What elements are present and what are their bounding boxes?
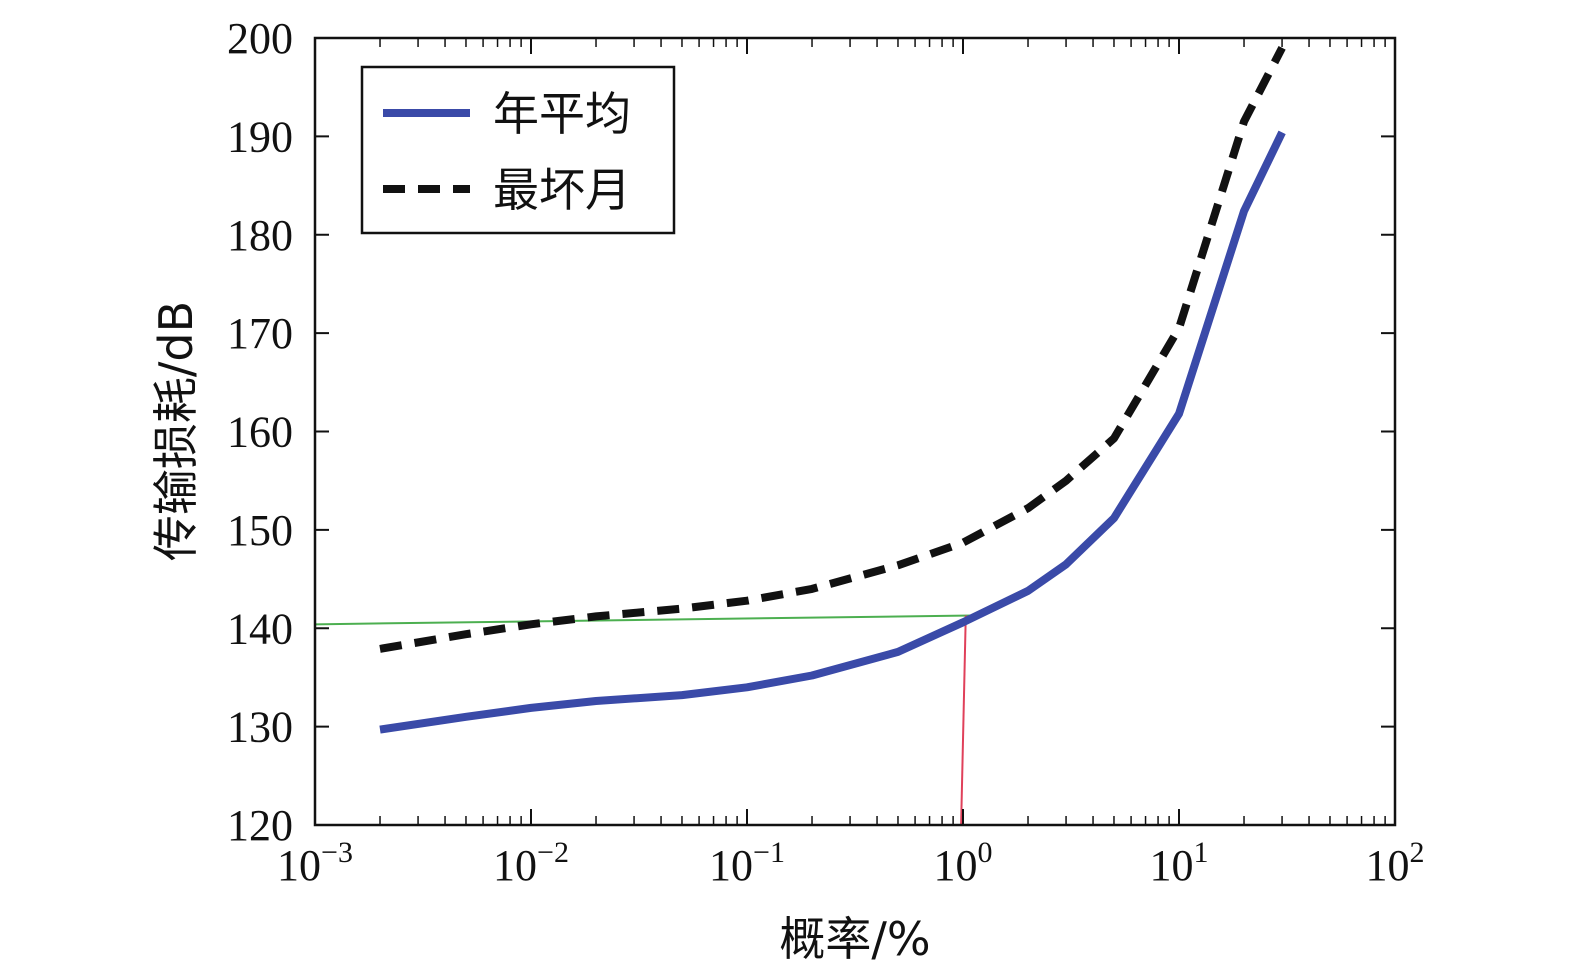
y-tick-label: 190 [227, 112, 293, 161]
y-tick-label: 120 [227, 801, 293, 850]
x-tick-label: 101 [1150, 836, 1209, 890]
series-line-worst-month [379, 45, 1286, 653]
x-tick-label: 10−3 [277, 836, 353, 890]
annotations [314, 614, 972, 826]
series-lines [379, 45, 1286, 734]
y-axis-title: 传输损耗/dB [149, 301, 203, 561]
y-tick-label: 160 [227, 408, 293, 457]
horizontal-guide-line [314, 614, 972, 626]
legend-box [360, 65, 676, 235]
y-tick-label: 140 [227, 604, 293, 653]
legend-label-annual-average: 年平均 [493, 87, 631, 141]
x-tick-label: 100 [934, 836, 993, 890]
y-tick-label: 130 [227, 703, 293, 752]
y-tick-label: 150 [227, 506, 293, 555]
x-tick-label: 10−2 [493, 836, 569, 890]
series-line-annual-average [379, 130, 1286, 734]
major-ticks [314, 37, 1396, 826]
x-tick-labels: 10−3 10−2 10−1 100 101 102 [277, 836, 1424, 890]
y-tick-label: 180 [227, 211, 293, 260]
vertical-guide-line [960, 615, 967, 826]
minor-ticks [379, 38, 1386, 825]
legend: 年平均 最坏月 [360, 65, 676, 235]
x-axis-title: 概率/% [779, 912, 930, 966]
y-tick-label: 200 [227, 14, 293, 63]
y-tick-labels: 120 130 140 150 160 170 180 190 200 [227, 14, 293, 850]
x-tick-label: 102 [1366, 836, 1425, 890]
y-tick-label: 170 [227, 309, 293, 358]
x-tick-label: 10−1 [709, 836, 785, 890]
legend-label-worst-month: 最坏月 [493, 163, 631, 217]
